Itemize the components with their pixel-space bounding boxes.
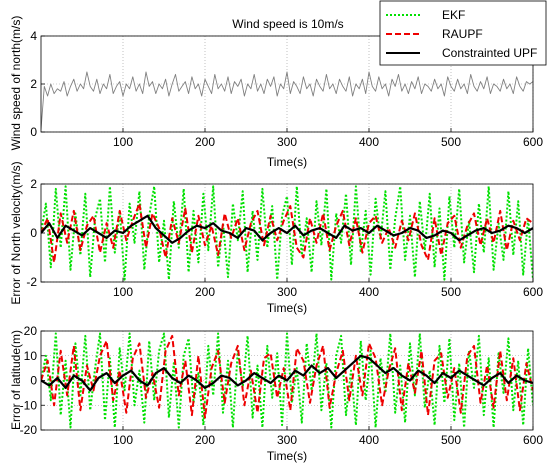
x-tick-label: 200 (195, 433, 215, 447)
x-tick-label: 600 (523, 433, 543, 447)
series-line-ekf (41, 332, 533, 429)
series-line-wind-speed (41, 71, 533, 130)
x-tick-label: 500 (441, 285, 461, 299)
legend-label: EKF (442, 8, 465, 22)
series-line-constrainted-upf (41, 214, 533, 244)
north-velocity-error-chart-xlabel: Time(s) (267, 301, 307, 315)
wind-speed-chart: Wind speed is 10m/s Wind speed of north(… (9, 16, 543, 169)
x-tick-label: 100 (113, 135, 133, 149)
x-tick-label: 100 (113, 433, 133, 447)
y-tick-label: 0 (30, 125, 37, 139)
y-tick-label: -2 (26, 275, 37, 289)
x-tick-label: 200 (195, 135, 215, 149)
x-tick-label: 400 (359, 433, 379, 447)
y-tick-label: 4 (30, 29, 37, 43)
x-tick-label: 600 (523, 135, 543, 149)
x-tick-label: 400 (359, 285, 379, 299)
y-tick-label: 0 (30, 374, 37, 388)
x-tick-label: 300 (277, 285, 297, 299)
y-tick-label: 20 (24, 324, 38, 338)
wind-speed-chart-ylabel: Wind speed of north(m/s) (9, 16, 23, 151)
y-tick-label: -10 (20, 398, 38, 412)
y-tick-label: 2 (30, 177, 37, 191)
y-tick-label: 0 (30, 226, 37, 240)
series-line-constrainted-upf (41, 354, 533, 392)
latitude-error-chart: Error of latitude(m) Time(s) 100 200 300 40… (9, 324, 543, 463)
x-tick-label: 500 (441, 433, 461, 447)
y-tick-label: 2 (30, 77, 37, 91)
x-tick-label: 400 (359, 135, 379, 149)
x-tick-label: 600 (523, 285, 543, 299)
y-tick-label: -20 (20, 423, 38, 437)
latitude-error-chart-ylabel: Error of latitude(m) (9, 330, 23, 430)
series-line-ekf (41, 185, 533, 281)
series-line-raupf (41, 202, 533, 264)
north-velocity-error-chart-ylabel: Error of North velocity(m/s) (9, 161, 23, 304)
latitude-error-chart-xlabel: Time(s) (267, 449, 307, 463)
wind-speed-chart-title: Wind speed is 10m/s (232, 17, 343, 31)
x-tick-label: 300 (277, 433, 297, 447)
north-velocity-error-chart: Error of North velocity(m/s) Time(s) 100… (9, 161, 543, 315)
legend-label: Constrainted UPF (442, 46, 537, 60)
series-line-raupf (41, 334, 533, 419)
x-tick-label: 300 (277, 135, 297, 149)
wind-speed-chart-xlabel: Time(s) (267, 155, 307, 169)
x-tick-label: 500 (441, 135, 461, 149)
x-tick-label: 100 (113, 285, 133, 299)
x-tick-label: 200 (195, 285, 215, 299)
legend-label: RAUPF (442, 27, 483, 41)
y-tick-label: 10 (24, 349, 38, 363)
legend: EKF RAUPF Constrainted UPF (379, 0, 547, 66)
